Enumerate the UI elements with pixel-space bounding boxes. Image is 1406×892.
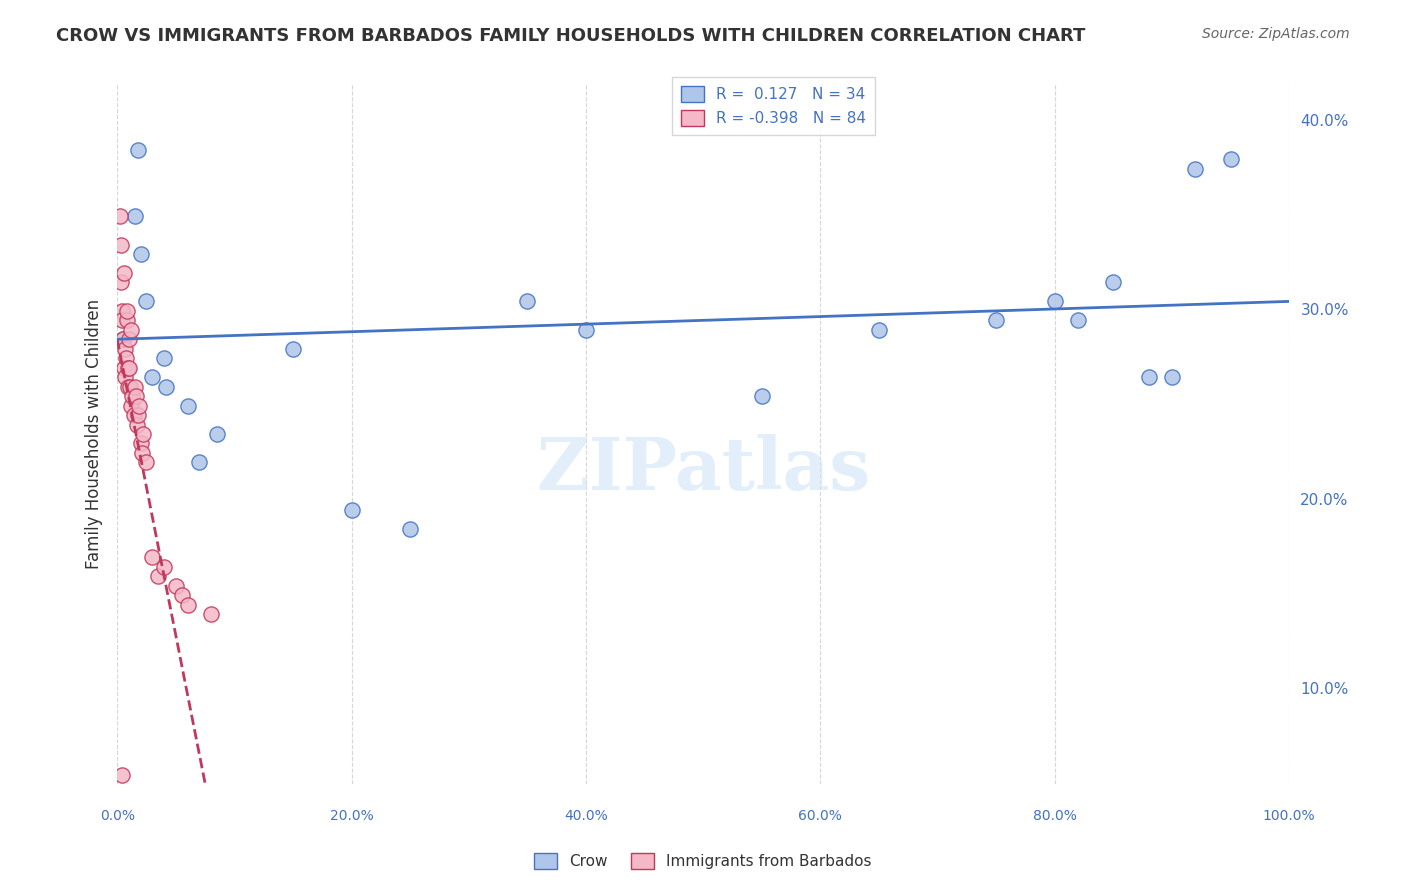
Point — [127, 143, 149, 157]
Text: 0.0%: 0.0% — [100, 809, 135, 823]
Point — [868, 323, 890, 337]
Point — [114, 370, 136, 384]
Point — [176, 399, 198, 413]
Point — [575, 323, 598, 337]
Point — [1184, 161, 1206, 176]
Point — [114, 342, 136, 356]
Point — [399, 522, 422, 536]
Point — [1161, 370, 1184, 384]
Point — [1043, 294, 1066, 309]
Point — [118, 332, 141, 346]
Point — [111, 304, 134, 318]
Point — [155, 379, 177, 393]
Text: 20.0%: 20.0% — [330, 809, 374, 823]
Point — [1102, 276, 1125, 290]
Text: Source: ZipAtlas.com: Source: ZipAtlas.com — [1202, 27, 1350, 41]
Point — [148, 569, 170, 583]
Point — [340, 503, 363, 517]
Point — [124, 209, 146, 223]
Point — [129, 436, 152, 450]
Point — [131, 446, 153, 460]
Point — [115, 351, 138, 366]
Text: 80.0%: 80.0% — [1033, 809, 1077, 823]
Y-axis label: Family Households with Children: Family Households with Children — [86, 299, 103, 569]
Point — [120, 379, 142, 393]
Point — [516, 294, 538, 309]
Point — [188, 455, 211, 469]
Text: 10.0%: 10.0% — [1301, 682, 1348, 698]
Point — [120, 323, 142, 337]
Point — [127, 417, 149, 432]
Point — [115, 313, 138, 327]
Point — [205, 427, 228, 442]
Point — [118, 360, 141, 375]
Point — [111, 313, 134, 327]
Point — [128, 399, 150, 413]
Legend: R =  0.127   N = 34, R = -0.398   N = 84: R = 0.127 N = 34, R = -0.398 N = 84 — [672, 77, 876, 135]
Point — [165, 578, 187, 592]
Text: 20.0%: 20.0% — [1301, 492, 1348, 508]
Point — [110, 276, 132, 290]
Point — [120, 399, 142, 413]
Text: 100.0%: 100.0% — [1263, 809, 1316, 823]
Point — [129, 247, 152, 261]
Point — [112, 332, 135, 346]
Text: CROW VS IMMIGRANTS FROM BARBADOS FAMILY HOUSEHOLDS WITH CHILDREN CORRELATION CHA: CROW VS IMMIGRANTS FROM BARBADOS FAMILY … — [56, 27, 1085, 45]
Point — [117, 360, 139, 375]
Point — [176, 598, 198, 612]
Point — [122, 408, 145, 422]
Point — [115, 304, 138, 318]
Point — [1067, 313, 1090, 327]
Point — [112, 266, 135, 280]
Point — [141, 550, 163, 565]
Point — [112, 360, 135, 375]
Point — [127, 408, 149, 422]
Text: 60.0%: 60.0% — [799, 809, 842, 823]
Point — [986, 313, 1008, 327]
Point — [110, 237, 132, 252]
Point — [108, 209, 131, 223]
Point — [200, 607, 222, 621]
Point — [281, 342, 304, 356]
Point — [135, 455, 157, 469]
Point — [132, 427, 155, 442]
Legend: Crow, Immigrants from Barbados: Crow, Immigrants from Barbados — [529, 847, 877, 875]
Text: 30.0%: 30.0% — [1301, 303, 1348, 318]
Text: 40.0%: 40.0% — [1301, 114, 1348, 129]
Point — [751, 389, 773, 403]
Point — [1137, 370, 1160, 384]
Point — [153, 559, 176, 574]
Text: 40.0%: 40.0% — [564, 809, 607, 823]
Point — [141, 370, 163, 384]
Point — [135, 294, 157, 309]
Point — [124, 379, 146, 393]
Point — [111, 768, 134, 782]
Text: ZIPatlas: ZIPatlas — [536, 434, 870, 505]
Point — [170, 588, 193, 602]
Point — [112, 332, 135, 346]
Point — [1219, 153, 1241, 167]
Point — [153, 351, 176, 366]
Point — [117, 379, 139, 393]
Point — [121, 389, 143, 403]
Point — [125, 389, 148, 403]
